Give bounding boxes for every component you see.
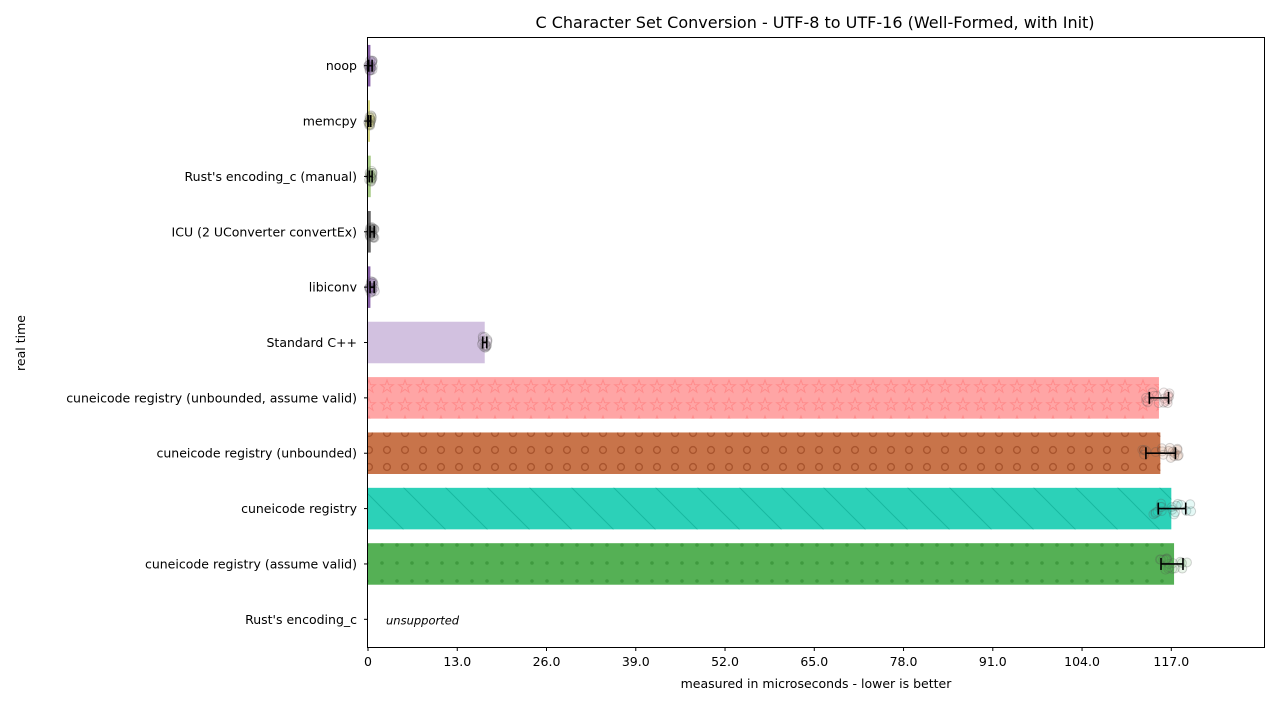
sample-point <box>1173 450 1184 461</box>
x-tick-label: 78.0 <box>890 654 918 669</box>
sample-point <box>1170 507 1181 518</box>
category-label-cuneicode-registry-unbounded-assume-valid: cuneicode registry (unbounded, assume va… <box>66 390 357 405</box>
sample-point <box>1181 557 1192 568</box>
x-tick-label: 91.0 <box>979 654 1007 669</box>
category-label-standard-c: Standard C++ <box>266 335 357 350</box>
sample-point <box>1150 447 1161 458</box>
x-tick-label: 52.0 <box>711 654 739 669</box>
bar-libiconv <box>368 266 371 308</box>
category-label-cuneicode-registry: cuneicode registry <box>241 501 358 516</box>
sample-point <box>368 232 379 243</box>
sample-point <box>480 340 491 351</box>
sample-point <box>1186 506 1197 517</box>
x-tick-label: 13.0 <box>443 654 471 669</box>
category-label-cuneicode-registry-unbounded: cuneicode registry (unbounded) <box>157 446 357 461</box>
x-tick-label: 26.0 <box>533 654 561 669</box>
sample-point <box>1163 563 1174 574</box>
sample-point <box>1161 553 1172 564</box>
category-label-noop: noop <box>326 58 357 73</box>
sample-point <box>1149 390 1160 401</box>
x-tick-label: 39.0 <box>622 654 650 669</box>
sample-point <box>1154 554 1165 565</box>
sample-point <box>1167 504 1178 515</box>
bar-pattern-cuneicode-registry-unbounded <box>368 432 1161 474</box>
bar-pattern-cuneicode-registry-assume-valid <box>368 543 1175 585</box>
x-tick-label: 104.0 <box>1064 654 1100 669</box>
category-label-icu-2-uconverter-convertex: ICU (2 UConverter convertEx) <box>172 224 357 239</box>
y-axis-label: real time <box>13 315 28 371</box>
sample-point <box>1164 562 1175 573</box>
sample-point <box>1137 444 1148 455</box>
x-tick-label: 117.0 <box>1153 654 1189 669</box>
bar-pattern-cuneicode-registry-unbounded-assume-valid <box>368 377 1159 419</box>
x-tick-label: 65.0 <box>800 654 828 669</box>
x-axis-ticks: 0 13.0 26.0 39.0 52.0 65.0 78.0 91.0 104.0 117.0 <box>364 647 1189 669</box>
plot-frame <box>367 37 1265 648</box>
sample-point <box>1158 387 1169 398</box>
category-label-libiconv: libiconv <box>309 280 358 295</box>
category-labels: noop memcpy Rust's encoding_c (manual) ICU … <box>66 58 368 627</box>
x-tick-label: 0 <box>364 654 372 669</box>
bars-group <box>363 44 1197 585</box>
category-label-rust-s-encoding-c-manual: Rust's encoding_c (manual) <box>185 169 357 184</box>
category-label-cuneicode-registry-assume-valid: cuneicode registry (assume valid) <box>145 556 357 571</box>
sample-point <box>1164 442 1175 453</box>
chart-title: C Character Set Conversion - UTF-8 to UT… <box>535 13 1094 32</box>
samples-cuneicode-registry-assume-valid <box>1154 553 1192 575</box>
category-label-rust-s-encoding-c: Rust's encoding_c <box>245 612 357 627</box>
category-label-memcpy: memcpy <box>303 114 358 129</box>
error-bars-group <box>367 59 1187 570</box>
sample-point <box>1139 449 1150 460</box>
sample-point <box>1167 558 1178 569</box>
sample-point <box>1169 509 1180 520</box>
sample-point <box>1147 387 1158 398</box>
x-axis-label: measured in microseconds - lower is bett… <box>681 676 953 691</box>
bar-pattern-cuneicode-registry <box>368 487 1172 530</box>
bar-standard-c <box>368 321 485 364</box>
sample-point <box>1176 558 1187 569</box>
annotation-unsupported: unsupported <box>386 613 460 627</box>
annotations: unsupported <box>386 613 460 627</box>
